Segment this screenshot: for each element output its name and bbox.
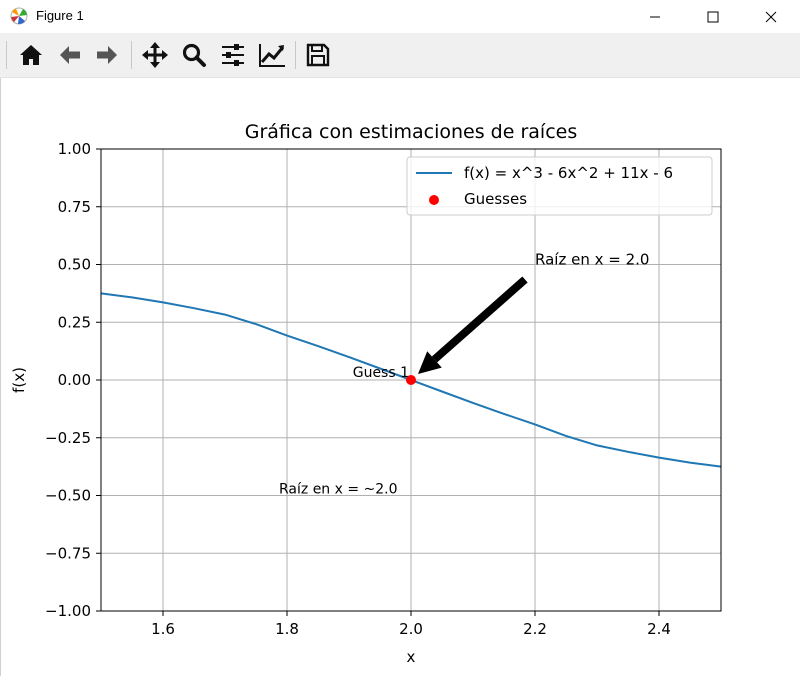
- y-axis-label: f(x): [10, 367, 28, 393]
- figure-canvas[interactable]: 1.6 1.8 2.0 2.2 2.4 1.00 0.75 0.50 0.25 0.00 −0.25…: [0, 78, 800, 676]
- save-button[interactable]: [302, 39, 334, 71]
- navigation-toolbar: [0, 33, 800, 78]
- window-titlebar: Figure 1: [0, 0, 800, 33]
- y-tick-label: −1.00: [45, 602, 91, 620]
- legend-marker-guesses: [429, 195, 439, 205]
- y-tick-label: 0.25: [58, 313, 91, 331]
- arrow-left-icon: [60, 46, 80, 64]
- window-title: Figure 1: [36, 8, 84, 23]
- home-button[interactable]: [15, 39, 47, 71]
- x-tick-label: 2.0: [399, 620, 423, 638]
- y-tick-label: 0.50: [58, 256, 91, 274]
- guess-label: Guess 1: [353, 365, 409, 381]
- y-tick-label: −0.75: [45, 544, 91, 562]
- guess-point: [406, 375, 416, 385]
- minimize-button[interactable]: [626, 0, 684, 33]
- y-tick-label: 1.00: [58, 140, 91, 158]
- root-estimate-label: Raíz en x = ~2.0: [279, 482, 398, 498]
- maximize-button[interactable]: [684, 0, 742, 33]
- sliders-icon: [222, 44, 244, 66]
- chart-title: Gráfica con estimaciones de raíces: [245, 121, 577, 143]
- legend-label-function: f(x) = x^3 - 6x^2 + 11x - 6: [464, 164, 673, 182]
- pan-button[interactable]: [139, 39, 171, 71]
- legend-label-guesses: Guesses: [464, 190, 527, 208]
- x-tick-label: 1.6: [151, 620, 175, 638]
- annotation-arrow-shaft: [431, 276, 528, 363]
- maximize-icon: [707, 11, 719, 22]
- y-tick-label: −0.50: [45, 487, 91, 505]
- toolbar-separator: [131, 41, 132, 69]
- annotations: Guess 1 Raíz en x = 2.0 Raíz en x = ~2.0: [279, 251, 649, 498]
- y-tick-label: −0.25: [45, 429, 91, 447]
- line-chart-icon: [259, 44, 285, 67]
- edit-axes-button[interactable]: [256, 39, 288, 71]
- close-button[interactable]: [742, 0, 800, 33]
- toolbar-separator: [295, 41, 296, 69]
- y-tick-label: 0.75: [58, 198, 91, 216]
- home-icon: [20, 45, 42, 65]
- plot-area: [100, 292, 722, 468]
- minimize-icon: [650, 16, 660, 17]
- x-tick-label: 1.8: [275, 620, 299, 638]
- forward-button[interactable]: [91, 39, 123, 71]
- matplotlib-logo-icon: [10, 7, 28, 25]
- arrow-right-icon: [97, 46, 117, 64]
- root-annotation-arrow-label: Raíz en x = 2.0: [535, 251, 649, 269]
- annotation-arrow-head: [418, 351, 442, 374]
- configure-subplots-button[interactable]: [217, 39, 249, 71]
- back-button[interactable]: [54, 39, 86, 71]
- floppy-disk-icon: [306, 43, 330, 67]
- zoom-button[interactable]: [178, 39, 210, 71]
- magnifier-icon: [182, 43, 206, 67]
- window-left-border: [0, 78, 1, 676]
- close-icon: [765, 11, 777, 22]
- tick-marks: 1.6 1.8 2.0 2.2 2.4 1.00 0.75 0.50 0.25 0.00 −0.25…: [45, 140, 671, 638]
- toolbar-separator: [6, 41, 7, 69]
- x-tick-label: 2.2: [523, 620, 547, 638]
- x-axis-label: x: [407, 648, 416, 666]
- legend: f(x) = x^3 - 6x^2 + 11x - 6 Guesses: [406, 156, 713, 216]
- x-tick-label: 2.4: [647, 620, 671, 638]
- move-icon: [142, 42, 168, 68]
- y-tick-label: 0.00: [58, 371, 91, 389]
